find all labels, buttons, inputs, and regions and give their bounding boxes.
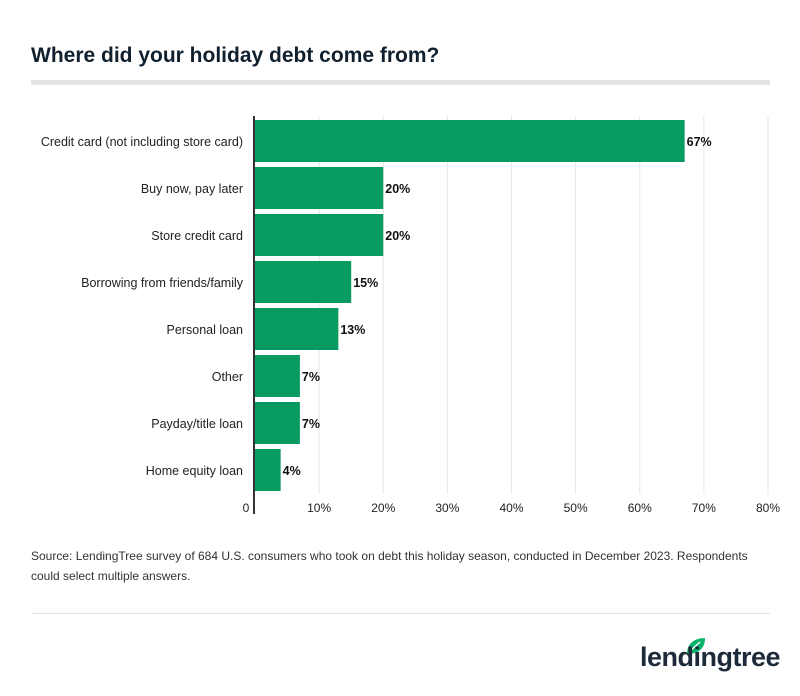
category-label: Store credit card bbox=[151, 229, 243, 243]
x-tick-label: 70% bbox=[692, 501, 716, 515]
title-divider bbox=[31, 80, 770, 85]
category-label: Borrowing from friends/family bbox=[81, 276, 244, 290]
bar bbox=[255, 402, 300, 444]
category-label: Buy now, pay later bbox=[141, 182, 243, 196]
logo-text: lendingtree bbox=[640, 642, 781, 672]
data-label: 15% bbox=[353, 276, 378, 290]
x-tick-label: 60% bbox=[628, 501, 652, 515]
category-label: Payday/title loan bbox=[151, 417, 243, 431]
x-tick-label: 20% bbox=[371, 501, 395, 515]
data-label: 20% bbox=[385, 182, 410, 196]
x-tick-label: 10% bbox=[307, 501, 331, 515]
data-label: 7% bbox=[302, 370, 320, 384]
data-label: 13% bbox=[340, 323, 365, 337]
bar bbox=[255, 449, 281, 491]
x-tick-label: 0 bbox=[243, 501, 250, 515]
x-tick-label: 30% bbox=[435, 501, 459, 515]
category-label: Home equity loan bbox=[146, 464, 243, 478]
category-label: Other bbox=[212, 370, 243, 384]
leaf-icon bbox=[687, 638, 705, 654]
bar-chart: 0 10% 20% 30% 40% 50% 60% 70% 80% 67% Credit card … bbox=[41, 116, 780, 515]
bar bbox=[255, 355, 300, 397]
data-label: 20% bbox=[385, 229, 410, 243]
bar bbox=[255, 261, 352, 303]
bar bbox=[255, 214, 384, 256]
bar bbox=[255, 167, 384, 209]
category-label: Personal loan bbox=[167, 323, 243, 337]
footer-divider bbox=[31, 613, 770, 614]
chart-title: Where did your holiday debt come from? bbox=[31, 44, 440, 67]
source-note: Source: LendingTree survey of 684 U.S. c… bbox=[31, 549, 748, 583]
data-label: 67% bbox=[687, 135, 712, 149]
category-label: Credit card (not including store card) bbox=[41, 135, 243, 149]
x-tick-label: 40% bbox=[499, 501, 523, 515]
x-tick-label: 50% bbox=[564, 501, 588, 515]
x-tick-label: 80% bbox=[756, 501, 780, 515]
bar bbox=[255, 120, 685, 162]
data-label: 4% bbox=[283, 464, 301, 478]
data-label: 7% bbox=[302, 417, 320, 431]
bar bbox=[255, 308, 339, 350]
